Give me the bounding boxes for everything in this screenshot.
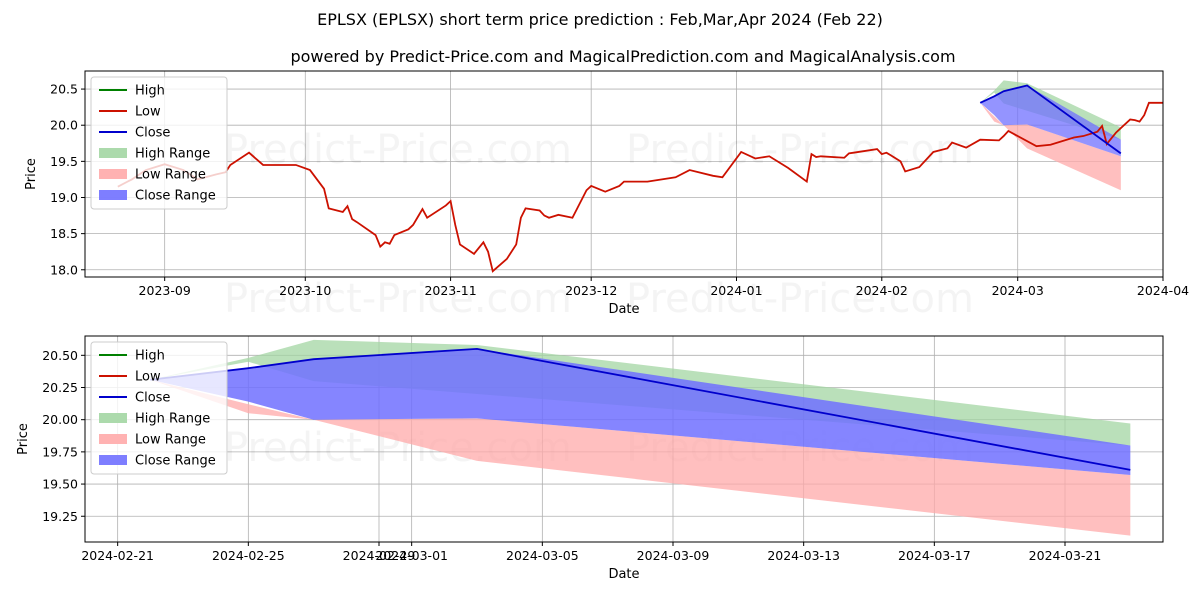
legend-label: Low Range (135, 433, 206, 448)
plot-area (117, 80, 1163, 273)
watermark: Predict-Price.com (626, 276, 974, 322)
legend-label: Low Range (135, 168, 206, 183)
legend-label: Close Range (135, 454, 216, 469)
legend-swatch-close-range (99, 190, 127, 200)
plot-frame (84, 70, 1164, 278)
watermark: Predict-Price.com (224, 276, 572, 322)
y-tick-label: 19.5 (50, 154, 78, 169)
x-tick-label: 2023-12 (565, 283, 617, 298)
x-tick-label: 2024-03-17 (898, 548, 971, 563)
x-tick-label: 2024-04 (1137, 283, 1189, 298)
x-tick-label: 2024-02-29 (343, 548, 416, 563)
chart-title: EPLSX (EPLSX) short term price predictio… (317, 10, 883, 29)
x-tick-label: 2024-03-05 (506, 548, 579, 563)
close-range-band (150, 348, 1131, 476)
y-tick-label: 19.75 (42, 444, 78, 459)
legend-label: Low (135, 370, 161, 385)
legend-label: High (135, 84, 165, 99)
x-tick-label: 2024-01 (710, 283, 762, 298)
x-axis-label: Date (608, 302, 639, 317)
x-axis-label: Date (608, 567, 639, 582)
y-axis-label: Price (24, 158, 39, 190)
legend-swatch-low-range (99, 169, 127, 179)
plot-area (150, 339, 1131, 536)
y-tick-label: 19.50 (42, 477, 78, 492)
x-tick-label: 2024-02-25 (212, 548, 285, 563)
y-tick-label: 19.0 (50, 190, 78, 205)
x-tick-label: 2024-03-01 (375, 548, 448, 563)
y-tick-label: 20.5 (50, 82, 78, 97)
history-panel: Predict-Price.com Predict-Price.com Predic… (24, 70, 1189, 322)
y-axis-label: Price (16, 423, 31, 455)
y-tick-label: 20.25 (42, 380, 78, 395)
watermark: Predict-Price.com (626, 127, 974, 173)
legend-label: High Range (135, 412, 210, 427)
y-tick-label: 20.50 (42, 348, 78, 363)
forecast-panel: Predict-Price.comPredict-Price.com2024-0… (16, 335, 1164, 582)
y-tick-label: 18.0 (50, 262, 78, 277)
legend-label: Close Range (135, 189, 216, 204)
x-tick-label: 2024-02 (856, 283, 908, 298)
x-tick-label: 2023-10 (279, 283, 331, 298)
x-tick-label: 2024-03-21 (1029, 548, 1102, 563)
close-line (979, 84, 1122, 155)
x-tick-label: 2024-03-09 (637, 548, 710, 563)
low-line (117, 101, 1163, 273)
low-range-band (150, 379, 1131, 536)
legend-swatch-low-range (99, 434, 127, 444)
y-tick-label: 20.00 (42, 412, 78, 427)
legend-swatch-high-range (99, 413, 127, 423)
x-tick-label: 2023-11 (424, 283, 476, 298)
close-range-band (980, 85, 1121, 157)
legend-label: High Range (135, 147, 210, 162)
x-tick-label: 2024-03-13 (767, 548, 840, 563)
chart-subtitle: powered by Predict-Price.com and Magical… (290, 47, 955, 66)
plot-frame (84, 335, 1164, 543)
y-tick-label: 18.5 (50, 226, 78, 241)
legend-label: Close (135, 126, 170, 141)
x-tick-label: 2024-02-21 (81, 548, 154, 563)
y-tick-label: 19.25 (42, 509, 78, 524)
legend-swatch-close-range (99, 455, 127, 465)
legend-label: Low (135, 105, 161, 120)
legend-label: Close (135, 391, 170, 406)
legend-label: High (135, 349, 165, 364)
x-tick-label: 2024-03 (992, 283, 1044, 298)
legend-swatch-high-range (99, 148, 127, 158)
x-tick-label: 2023-09 (139, 283, 191, 298)
watermark: Predict-Price.com (224, 127, 572, 173)
low-range-band (980, 102, 1121, 191)
y-tick-label: 20.0 (50, 118, 78, 133)
